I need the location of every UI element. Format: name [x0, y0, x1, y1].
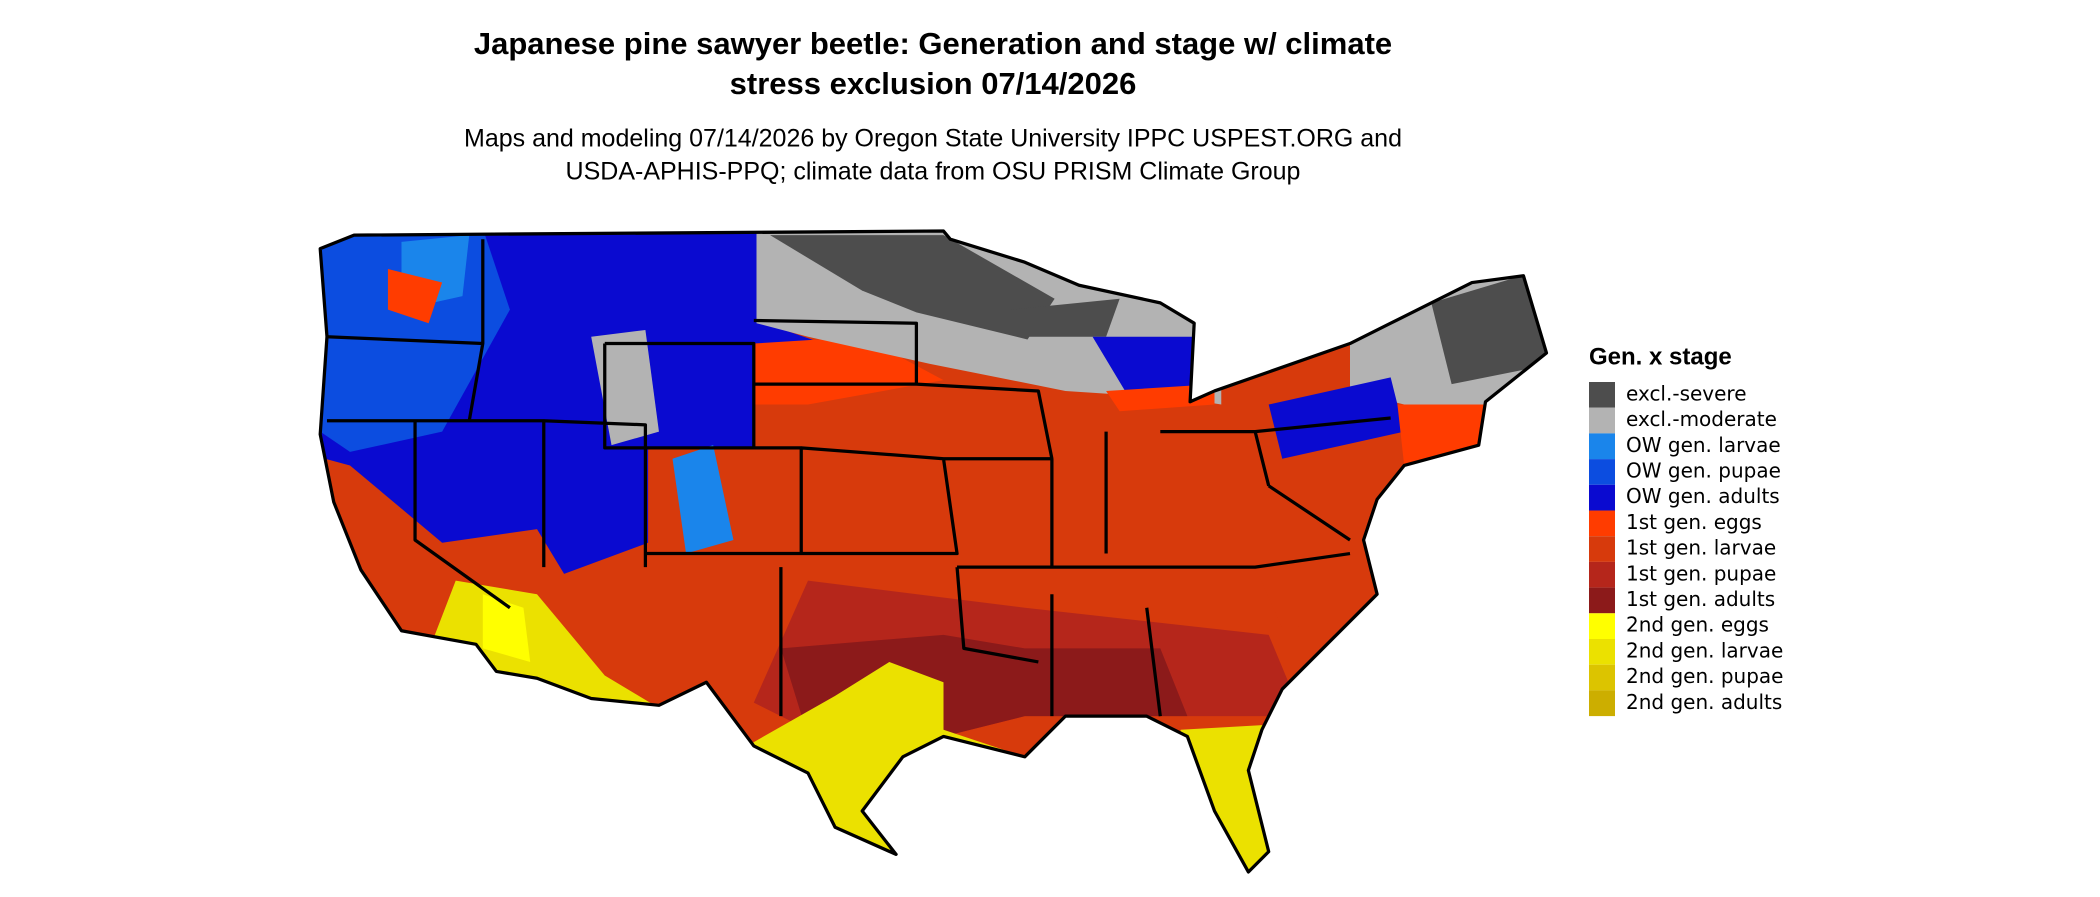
legend-label: 2nd gen. larvae: [1626, 638, 1783, 662]
legend-swatch: [1589, 510, 1615, 537]
legend-label: 1st gen. eggs: [1626, 510, 1762, 534]
legend-swatch: [1589, 459, 1615, 485]
title-line: stress exclusion 07/14/2026: [730, 66, 1137, 101]
legend-label: 2nd gen. adults: [1626, 690, 1782, 714]
legend-label: 2nd gen. eggs: [1626, 613, 1769, 637]
legend-label: 2nd gen. pupae: [1626, 664, 1783, 688]
legend-label: 1st gen. adults: [1626, 587, 1775, 611]
subtitle-line: Maps and modeling 07/14/2026 by Oregon S…: [464, 125, 1402, 153]
legend-label: OW gen. adults: [1626, 484, 1780, 508]
legend-swatch: [1589, 561, 1615, 588]
legend-swatch: [1589, 690, 1615, 717]
legend-label: 1st gen. larvae: [1626, 536, 1776, 560]
legend-swatch: [1589, 407, 1615, 434]
legend-label: excl.-severe: [1626, 381, 1747, 405]
legend-label: excl.-moderate: [1626, 407, 1777, 431]
legend-swatch: [1589, 613, 1615, 639]
us-map: [318, 229, 1549, 874]
legend-swatch: [1589, 536, 1615, 562]
legend-swatch: [1589, 382, 1615, 408]
subtitle-line: USDA-APHIS-PPQ; climate data from OSU PR…: [566, 158, 1301, 186]
legend-swatch: [1589, 433, 1615, 460]
legend-swatch: [1589, 664, 1615, 691]
legend-swatch: [1589, 639, 1615, 665]
legend-swatch: [1589, 484, 1615, 511]
title-line: Japanese pine sawyer beetle: Generation …: [474, 26, 1392, 61]
legend-label: 1st gen. pupae: [1626, 561, 1776, 585]
legend-title: Gen. x stage: [1589, 343, 1732, 370]
legend-label: OW gen. pupae: [1626, 458, 1781, 482]
legend-label: OW gen. larvae: [1626, 433, 1781, 457]
legend-swatch: [1589, 587, 1615, 614]
